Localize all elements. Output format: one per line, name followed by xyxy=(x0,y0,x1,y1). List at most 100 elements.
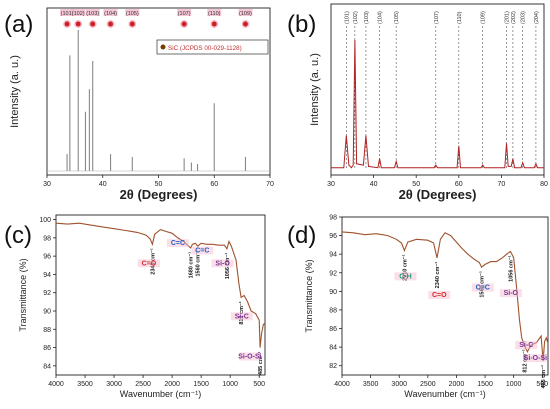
bond-label: Si-C xyxy=(235,313,249,320)
hkl-label: (103) xyxy=(86,11,99,17)
band-annotation: 1560 cm⁻¹ xyxy=(479,271,486,298)
hkl-label: (202) xyxy=(511,11,517,24)
peak-marker xyxy=(88,20,97,28)
y-axis-title: Transmittance (%) xyxy=(18,258,28,331)
band-annotation: 1056 cm⁻¹ xyxy=(224,253,231,280)
y-axis-title: Intensity (a. u.) xyxy=(9,55,21,128)
x-tick-label: 1000 xyxy=(506,381,522,388)
x-tick-label: 70 xyxy=(498,181,506,188)
hkl-label: (109) xyxy=(239,11,252,17)
band-annotation: 485 cm⁻¹ xyxy=(540,365,547,389)
xrd-line xyxy=(331,39,544,169)
y-tick-label: 84 xyxy=(43,363,51,370)
panel-label: (a) xyxy=(4,11,33,38)
y-tick-label: 96 xyxy=(43,254,51,261)
bond-label-bg xyxy=(394,272,417,281)
x-tick-label: 40 xyxy=(370,181,378,188)
ftir-line xyxy=(55,222,266,348)
peak-marker xyxy=(74,20,83,28)
bond-label: C=C xyxy=(195,247,209,254)
y-tick-label: 90 xyxy=(43,309,51,316)
bond-label-bg xyxy=(230,312,253,321)
x-axis-title: 2θ (Degrees) xyxy=(399,187,477,202)
x-tick-label: 30 xyxy=(43,181,51,188)
hkl-label-bg xyxy=(207,9,222,16)
hkl-label-bg xyxy=(103,9,118,16)
bond-label-bg xyxy=(524,354,547,363)
hkl-label-bg xyxy=(71,9,86,16)
chart-panel-4: (d) 4000 3500 3000 2500 2000 1500 1000 500 Wavenu… xyxy=(287,215,549,399)
band-annotation: 1680 cm⁻¹ xyxy=(188,252,195,279)
bond-label-bg xyxy=(211,259,234,268)
hkl-label: (102) xyxy=(72,11,85,17)
bond-label: Si-O-Si xyxy=(238,354,261,361)
y-tick-label: 82 xyxy=(329,363,337,370)
plot-frame xyxy=(46,7,271,176)
x-tick-label: 1500 xyxy=(193,381,209,388)
chart-panel-3: (c) 4000 3500 3000 2500 2000 1500 1000 500 Wavenu… xyxy=(4,214,266,399)
panel-label: (c) xyxy=(4,222,32,249)
hkl-label: (101) xyxy=(344,11,350,24)
y-tick-label: 98 xyxy=(43,235,51,242)
bond-label: Si-C xyxy=(519,342,533,349)
bond-label-bg xyxy=(166,239,189,248)
hkl-label: (107) xyxy=(434,11,440,24)
bond-label: Si-O xyxy=(504,290,519,297)
legend-box xyxy=(156,39,269,55)
hkl-label: (104) xyxy=(104,11,117,17)
x-tick-label: 2500 xyxy=(420,381,436,388)
hkl-label-bg xyxy=(60,9,75,16)
y-axis-title: Transmittance (%) xyxy=(304,259,314,332)
x-tick-label: 500 xyxy=(536,381,548,388)
y-tick-label: 94 xyxy=(43,272,51,279)
bond-label: C=O xyxy=(142,260,157,267)
bond-label: C-H xyxy=(399,273,411,280)
bond-label-bg xyxy=(515,341,538,350)
bond-label-bg xyxy=(238,352,261,361)
x-tick-label: 500 xyxy=(253,381,265,388)
hkl-label: (105) xyxy=(394,11,400,24)
x-tick-label: 3000 xyxy=(106,381,122,388)
bond-label-bg xyxy=(191,246,214,255)
y-tick-label: 94 xyxy=(329,252,337,259)
y-tick-label: 92 xyxy=(43,290,51,297)
peak-marker xyxy=(241,20,250,28)
bond-label: Si-O-Si xyxy=(524,355,547,362)
bond-label-bg xyxy=(428,290,451,299)
x-axis-title: 2θ (Degrees) xyxy=(120,187,198,202)
band-annotation: 2340 cm⁻¹ xyxy=(149,248,156,275)
hkl-label: (110) xyxy=(457,11,463,24)
hkl-label: (102) xyxy=(353,11,359,24)
y-tick-label: 98 xyxy=(329,215,337,222)
y-tick-label: 86 xyxy=(329,326,337,333)
y-tick-label: 100 xyxy=(39,217,51,224)
bond-label: C=O xyxy=(432,292,447,299)
x-tick-label: 1000 xyxy=(222,381,238,388)
hkl-label-bg xyxy=(177,9,192,16)
hkl-label: (105) xyxy=(126,11,139,17)
hkl-label: (109) xyxy=(481,11,487,24)
hkl-label: (110) xyxy=(208,11,221,17)
chart-panel-2: (b) 30 40 50 60 70 80 2θ (Degrees) Intensity (a.… xyxy=(287,3,548,202)
band-annotation: 812 cm⁻¹ xyxy=(521,349,528,373)
band-annotation: 2340 cm⁻¹ xyxy=(434,262,441,289)
ftir-line xyxy=(341,231,549,362)
panel-label: (b) xyxy=(287,11,316,38)
hkl-label-bg xyxy=(125,9,140,16)
y-tick-label: 90 xyxy=(329,289,337,296)
x-tick-label: 60 xyxy=(210,181,218,188)
hkl-label: (101) xyxy=(61,11,74,17)
band-annotation: 485 cm⁻¹ xyxy=(257,351,264,375)
hkl-label-bg xyxy=(85,9,100,16)
plot-frame xyxy=(330,3,545,176)
x-tick-label: 2000 xyxy=(164,381,180,388)
peak-marker xyxy=(180,20,189,28)
y-tick-label: 96 xyxy=(329,233,337,240)
band-annotation: 2910 cm⁻¹ xyxy=(401,254,408,281)
bond-label: C=C xyxy=(476,284,490,291)
x-tick-label: 3500 xyxy=(363,381,379,388)
y-tick-label: 86 xyxy=(43,345,51,352)
x-tick-label: 50 xyxy=(412,181,420,188)
hkl-label-bg xyxy=(238,9,253,16)
y-tick-label: 88 xyxy=(43,327,51,334)
